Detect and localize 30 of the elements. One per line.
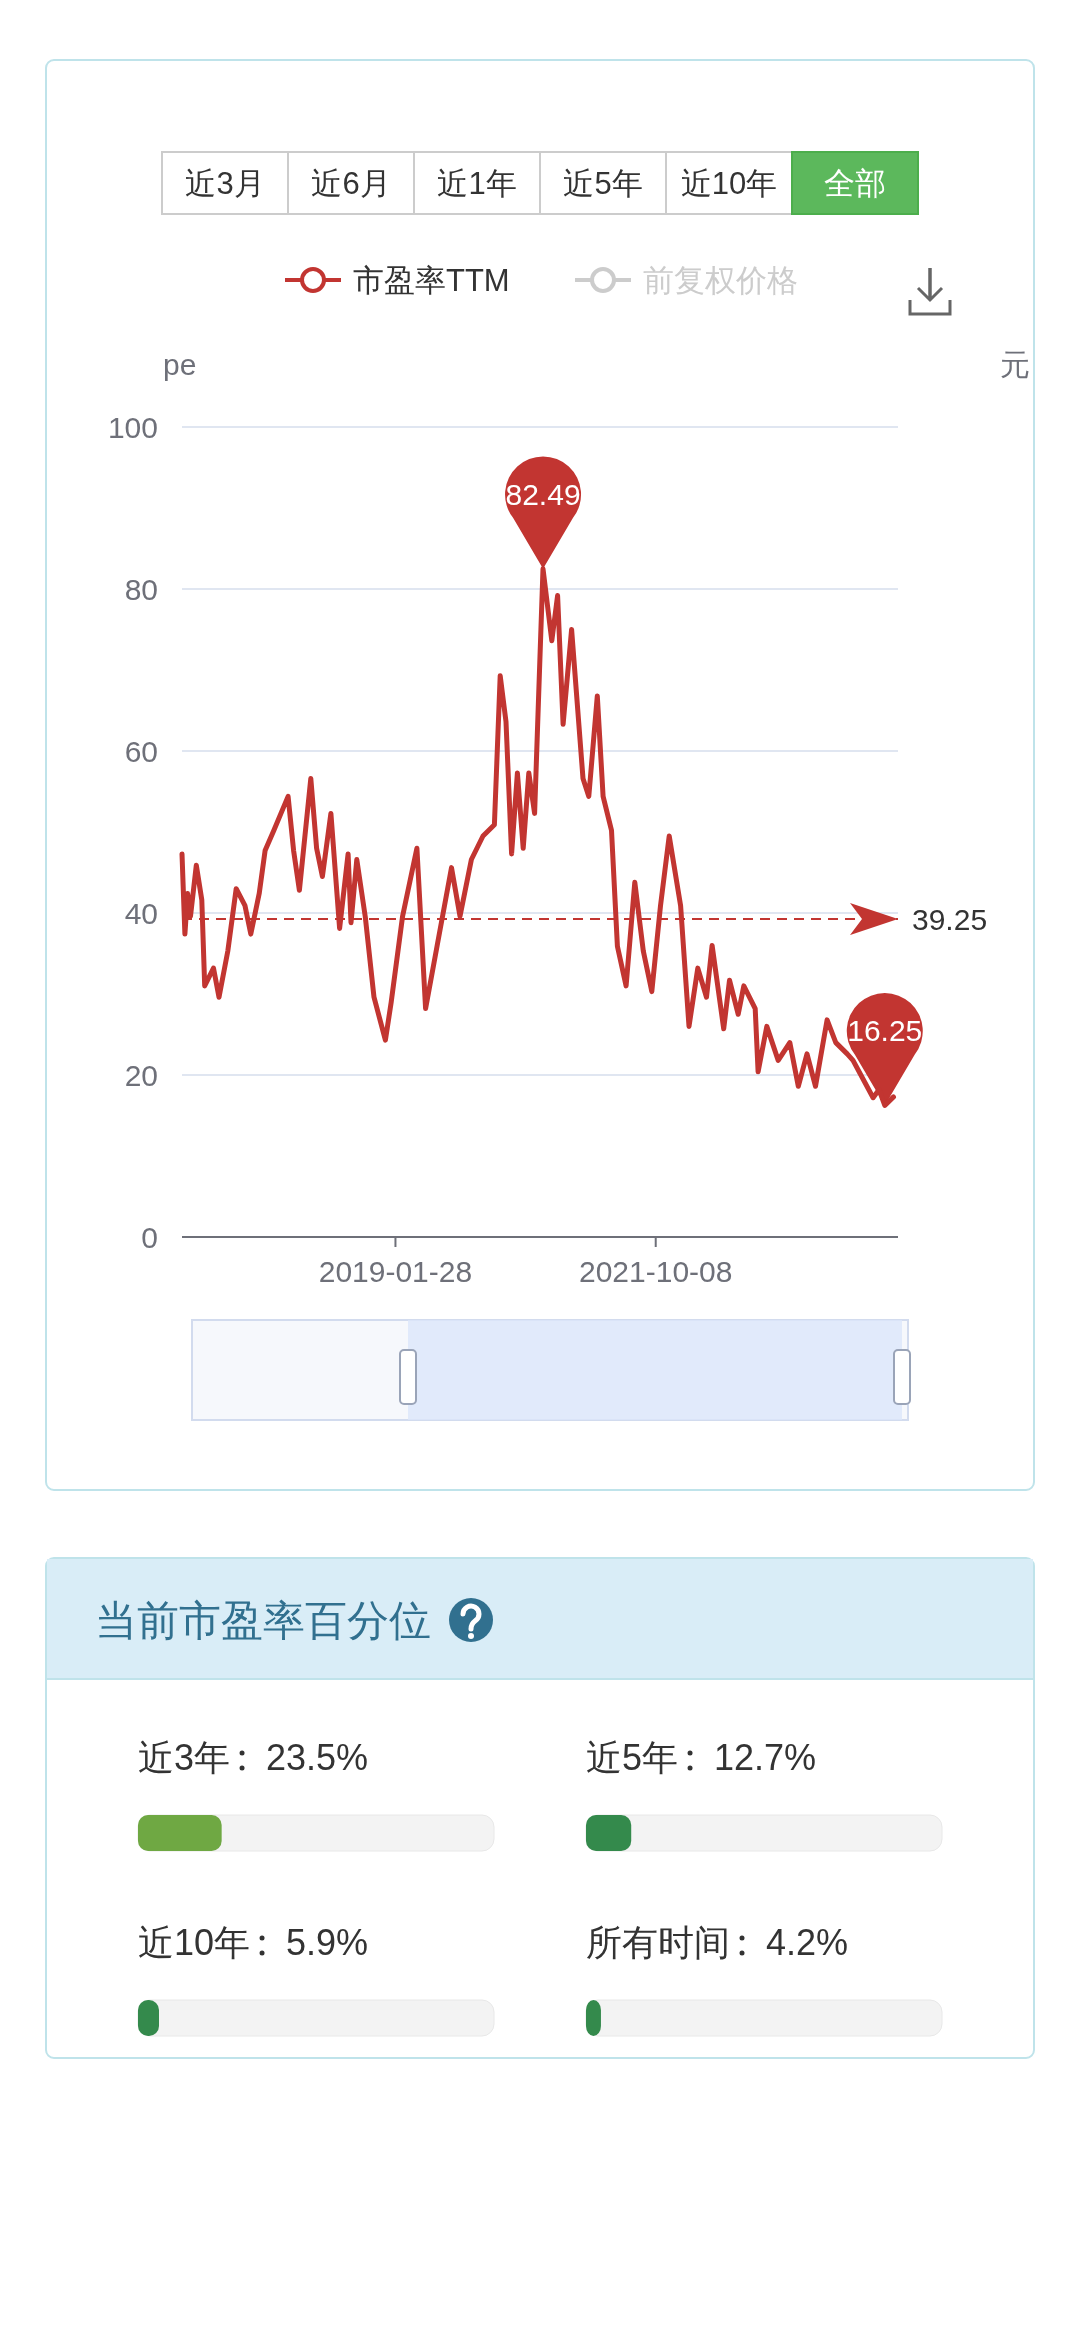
- y-axis-title: pe: [163, 348, 197, 381]
- ref-line-label: 39.25: [912, 903, 988, 937]
- y-tick-label: 40: [124, 897, 158, 930]
- annotation: 16.25: [847, 1014, 923, 1048]
- data-label: 5.9%: [286, 1922, 369, 1963]
- y-tick-label: 100: [107, 411, 158, 444]
- y-tick-label: 60: [124, 735, 158, 768]
- y2-axis-title: 元: [1000, 348, 1030, 381]
- x-tick-label: 2019-01-28: [318, 1255, 473, 1288]
- y-tick-label: 0: [141, 1221, 158, 1254]
- button: 近6月: [287, 151, 415, 215]
- x-tick-label: 2021-10-08: [578, 1255, 733, 1288]
- button: 近10年: [665, 151, 793, 215]
- annotation: 82.49: [505, 456, 582, 569]
- annotation: 82.49: [505, 477, 581, 511]
- button: 近3月: [161, 151, 289, 215]
- category-label: 近3年: [138, 1737, 231, 1778]
- legend-label: 市盈率TTM: [353, 263, 510, 298]
- button: 全部: [791, 151, 919, 215]
- data-label: 23.5%: [266, 1737, 369, 1778]
- data-label: 4.2%: [766, 1922, 849, 1963]
- y-tick-label: 80: [124, 573, 158, 606]
- text: 当前市盈率百分位: [95, 1597, 431, 1644]
- category-label: 近10年: [138, 1922, 251, 1963]
- category-label: 近5年: [586, 1737, 679, 1778]
- data-label: 12.7%: [714, 1737, 817, 1778]
- button: 近5年: [539, 151, 667, 215]
- category-label: 所有时间: [586, 1922, 730, 1963]
- y-tick-label: 20: [124, 1059, 158, 1092]
- button: 近1年: [413, 151, 541, 215]
